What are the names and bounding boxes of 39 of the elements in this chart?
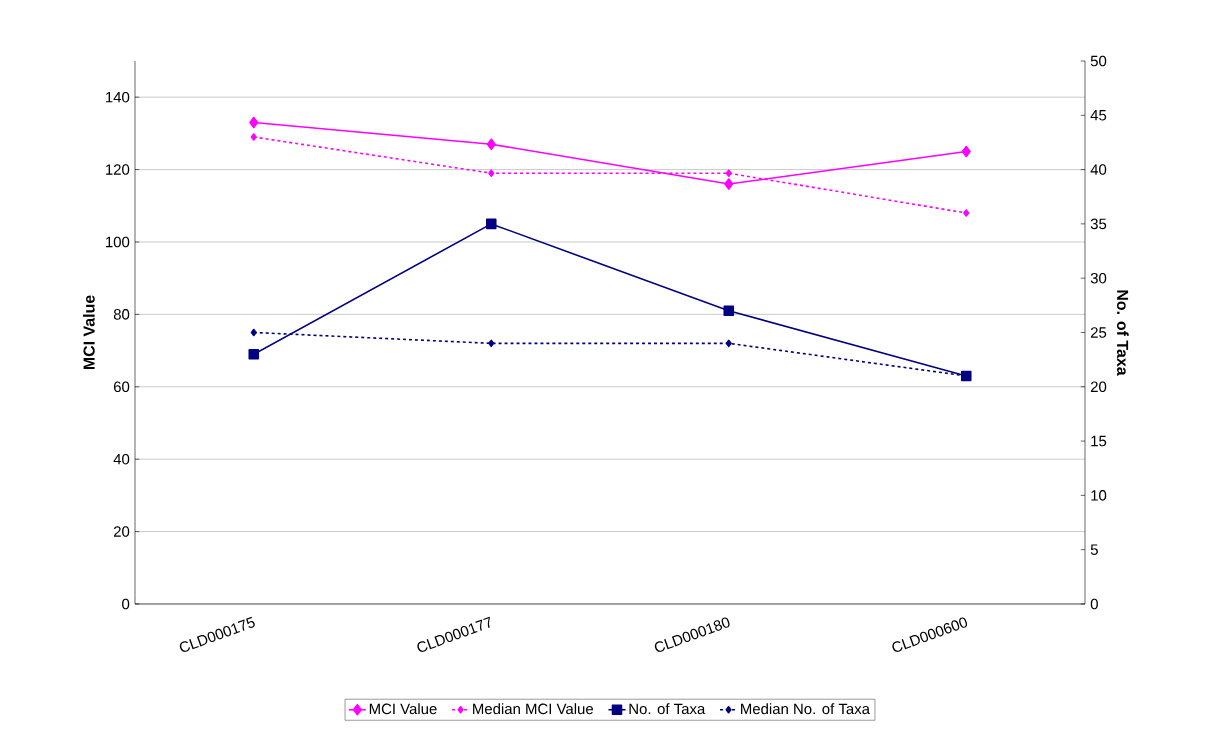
point [488, 339, 495, 348]
point [488, 169, 495, 177]
y2-tick-label: 45 [1090, 110, 1107, 121]
legend-label: Median No. of Taxa [741, 703, 870, 715]
y-tick-label: 120 [106, 164, 130, 175]
legend-label: No. of Taxa [629, 703, 706, 715]
point [963, 209, 970, 217]
y-tick-label: 80 [113, 309, 130, 320]
y2-tick-label: 15 [1091, 435, 1107, 447]
y2-tick-label: 30 [1090, 272, 1107, 284]
y-tick-label: 40 [113, 453, 130, 465]
point [248, 348, 260, 360]
y-tick-label: 0 [122, 598, 130, 610]
y-tick-label: 20 [113, 526, 130, 537]
point [250, 133, 257, 141]
y-tick-label: 100 [106, 236, 130, 248]
y-tick-label: 60 [113, 381, 130, 393]
y2-tick-label: 10 [1091, 490, 1107, 501]
y2-tick-label: 35 [1090, 218, 1107, 230]
y2-axis-title: No. of Taxa [1116, 290, 1129, 376]
point [485, 218, 497, 230]
point [725, 169, 732, 177]
point [249, 116, 259, 129]
y2-tick-label: 50 [1090, 55, 1107, 67]
legend-label: MCI Value [369, 703, 437, 715]
y2-tick-label: 5 [1090, 544, 1098, 555]
point [725, 339, 732, 348]
point [723, 305, 735, 317]
y2-tick-label: 40 [1090, 164, 1107, 175]
point [486, 138, 496, 151]
y2-tick-label: 25 [1090, 327, 1107, 338]
y2-tick-label: 0 [1090, 598, 1098, 610]
legend-label: Median MCI Value [473, 703, 594, 715]
y-axis-title: MCI Value [83, 295, 95, 370]
point [250, 328, 257, 337]
y2-tick-label: 20 [1090, 381, 1107, 393]
point [724, 178, 734, 190]
y-tick-label: 140 [106, 91, 130, 103]
point [961, 145, 971, 158]
